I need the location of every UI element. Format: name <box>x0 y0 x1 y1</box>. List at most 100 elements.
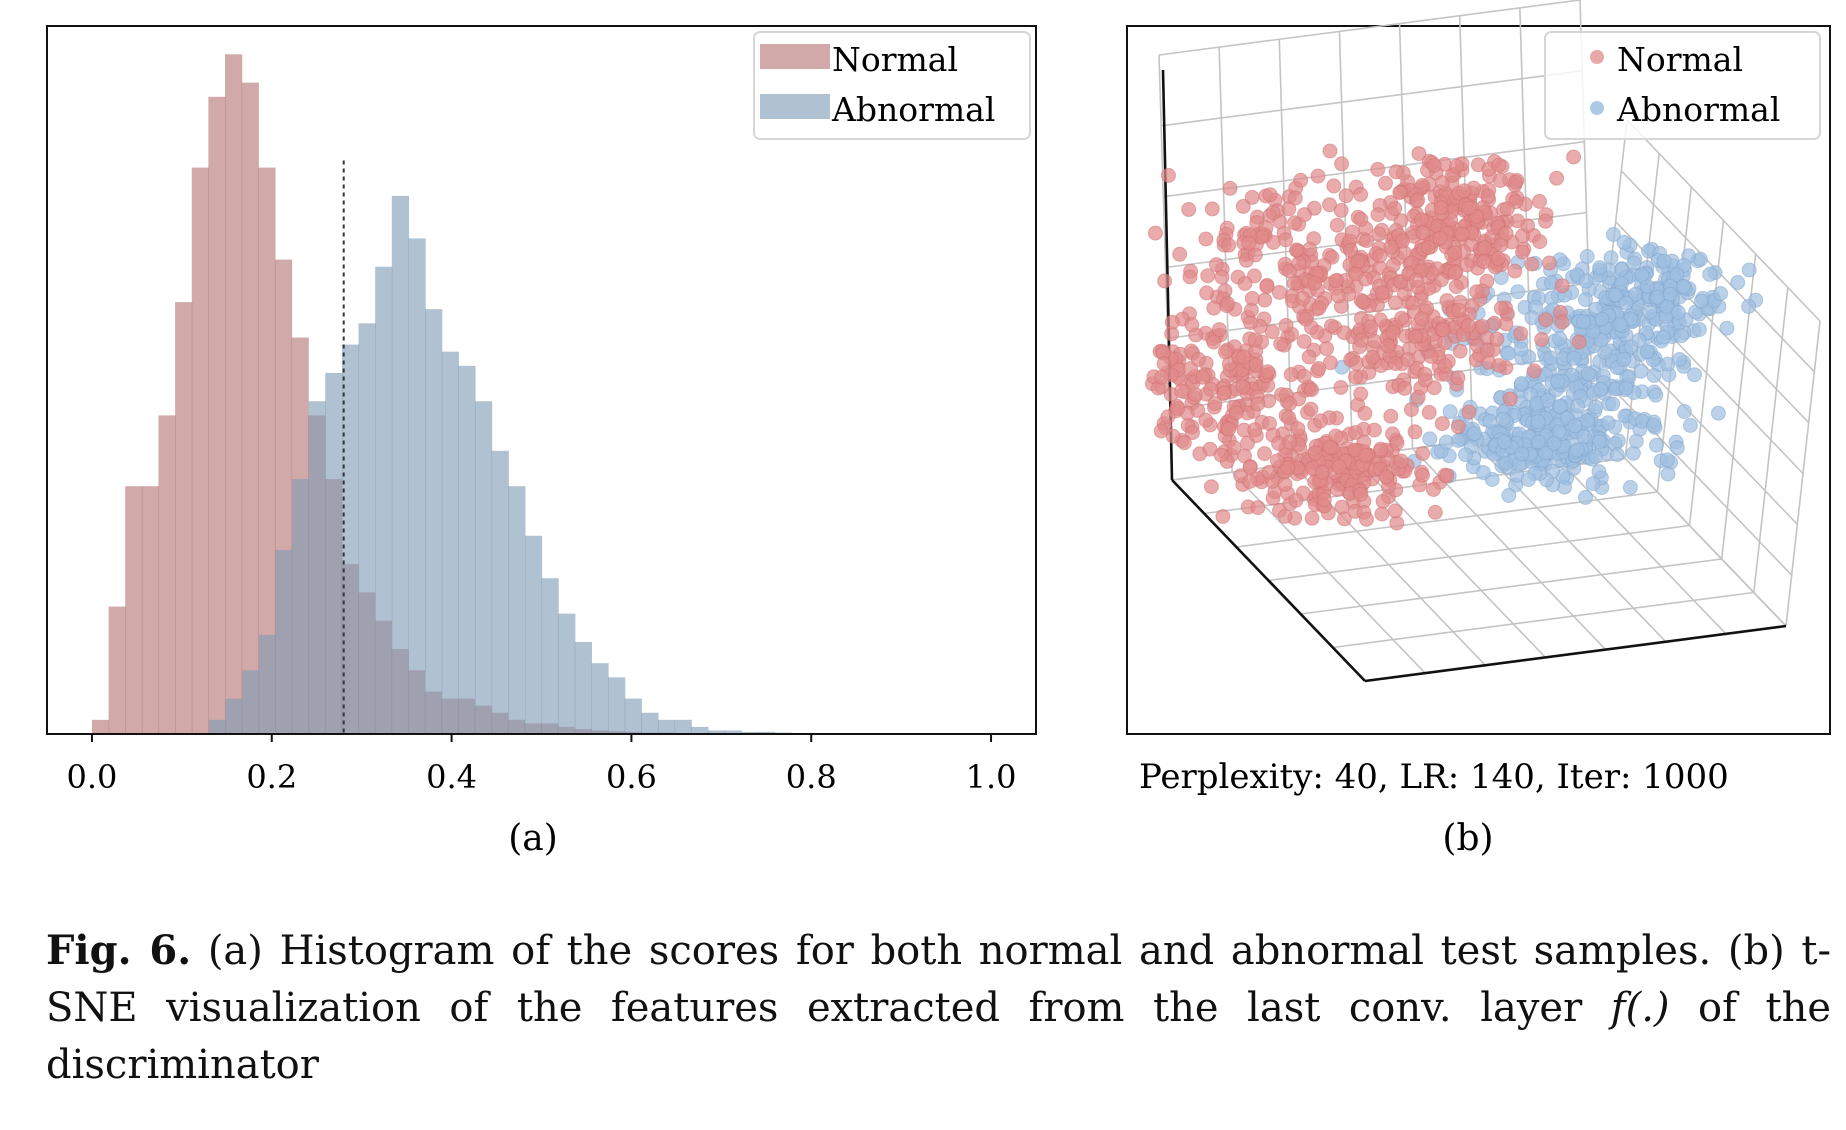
scatter-point-normal <box>1366 333 1382 349</box>
histogram-bar-normal <box>191 167 209 735</box>
scatter-point-normal <box>1322 143 1338 159</box>
scatter-point-abnormal <box>1552 331 1568 346</box>
histogram-bar-abnormal <box>574 641 592 734</box>
scatter-point-normal <box>1302 241 1318 257</box>
scatter-point-abnormal <box>1622 479 1638 495</box>
scatter-point-normal <box>1491 157 1507 173</box>
histogram-frame <box>46 25 1037 735</box>
scatter-point-normal <box>1374 285 1390 301</box>
scatter-point-normal <box>1515 244 1530 260</box>
grid-line <box>1161 70 1583 127</box>
caption-math: f(.) <box>1610 985 1670 1031</box>
scatter-point-normal <box>1242 474 1258 489</box>
histogram-bar-normal <box>158 415 176 734</box>
scatter-point-normal <box>1408 329 1423 344</box>
scatter-point-abnormal <box>1710 405 1726 421</box>
histogram-sublabel: (a) <box>508 818 558 859</box>
scatter-point-normal <box>1374 506 1390 522</box>
scatter-point-normal <box>1387 503 1403 519</box>
scatter-point-normal <box>1357 405 1373 421</box>
scatter-point-abnormal <box>1605 227 1621 242</box>
scatter-point-abnormal <box>1580 366 1596 382</box>
scatter-point-normal <box>1498 225 1514 241</box>
scatter-point-normal <box>1307 275 1323 291</box>
scatter-point-abnormal <box>1642 304 1658 320</box>
scatter-point-normal <box>1435 322 1451 338</box>
scatter-point-normal <box>1415 446 1431 461</box>
scatter-point-normal <box>1316 492 1332 508</box>
scatter-point-abnormal <box>1662 286 1678 302</box>
scatter-point-normal <box>1447 265 1463 281</box>
scatter-point-normal <box>1184 317 1200 333</box>
scatter-point-normal <box>1480 188 1496 204</box>
scatter-point-abnormal <box>1458 447 1473 463</box>
scatter-point-abnormal <box>1543 350 1559 366</box>
scatter-point-normal <box>1461 200 1477 216</box>
scatter-point-abnormal <box>1546 435 1562 451</box>
grid-line <box>1158 0 1581 56</box>
scatter-point-normal <box>1174 383 1189 399</box>
scatter-point-normal <box>1415 225 1431 241</box>
scatter-point-normal <box>1278 317 1294 333</box>
scatter-point-abnormal <box>1631 332 1647 348</box>
scatter-point-abnormal <box>1438 434 1454 450</box>
histogram-bar-abnormal <box>325 372 343 734</box>
scatter-point-abnormal <box>1660 466 1676 482</box>
histogram-bar-normal <box>258 167 276 735</box>
scatter-point-normal <box>1411 146 1427 162</box>
scatter-point-abnormal <box>1605 396 1621 412</box>
scatter-point-normal <box>1206 334 1222 350</box>
scatter-point-normal <box>1338 188 1354 204</box>
scatter-point-normal <box>1355 294 1371 310</box>
scatter-point-normal <box>1250 396 1266 412</box>
scatter-point-normal <box>1469 284 1485 300</box>
scatter-point-normal <box>1370 161 1386 177</box>
scatter-point-abnormal <box>1659 452 1675 468</box>
scatter-point-normal <box>1288 492 1304 508</box>
scatter-point-normal <box>1261 464 1277 480</box>
histogram-bar-abnormal <box>524 535 543 734</box>
scatter-point-normal <box>1538 213 1554 229</box>
scatter-point-abnormal <box>1588 399 1604 415</box>
scatter-point-normal <box>1348 425 1364 440</box>
scatter-point-normal <box>1491 358 1507 373</box>
scatter-point-normal <box>1319 341 1334 357</box>
scatter-point-abnormal <box>1585 476 1601 492</box>
scatter-point-normal <box>1247 247 1263 263</box>
scatter-point-abnormal <box>1612 316 1628 332</box>
scatter-point-abnormal <box>1670 304 1686 320</box>
scatter-point-abnormal <box>1475 465 1491 481</box>
scatter-point-normal <box>1363 319 1379 335</box>
scatter-point-normal <box>1164 314 1180 330</box>
histogram-legend: Normal Abnormal <box>753 31 1031 140</box>
scatter-point-abnormal <box>1639 344 1655 359</box>
scatter-point-normal <box>1278 232 1294 248</box>
scatter-point-normal <box>1353 211 1369 227</box>
scatter-point-normal <box>1329 217 1345 233</box>
histogram-bars <box>91 54 825 735</box>
scatter-point-abnormal <box>1594 311 1610 327</box>
scatter-point-normal <box>1273 336 1289 352</box>
scatter-point-normal <box>1264 324 1280 340</box>
scatter-point-abnormal <box>1510 284 1526 300</box>
histogram-bar-abnormal <box>375 266 393 734</box>
scatter-point-normal <box>1153 423 1169 439</box>
scatter-point-abnormal <box>1650 289 1665 305</box>
scatter-point-normal <box>1534 332 1550 347</box>
scatter-point-abnormal <box>1442 404 1458 420</box>
scatter-point-normal <box>1358 447 1373 463</box>
histogram-bar-normal <box>141 486 160 734</box>
scatter-point-abnormal <box>1467 426 1482 441</box>
histogram-bar-abnormal <box>441 351 459 734</box>
scatter-point-normal <box>1492 173 1508 188</box>
legend-marker-normal <box>1590 50 1604 64</box>
scatter-point-normal <box>1378 175 1393 191</box>
scatter-point-normal <box>1448 279 1464 295</box>
scatter-point-normal <box>1328 273 1344 289</box>
scatter-point-normal <box>1240 435 1255 451</box>
scatter-point-normal <box>1380 338 1396 354</box>
scatter-point-abnormal <box>1570 398 1586 414</box>
x-tick-label: 0.0 <box>67 758 118 796</box>
histogram-bar-normal <box>175 302 193 734</box>
x-tick-label: 0.4 <box>426 758 477 796</box>
